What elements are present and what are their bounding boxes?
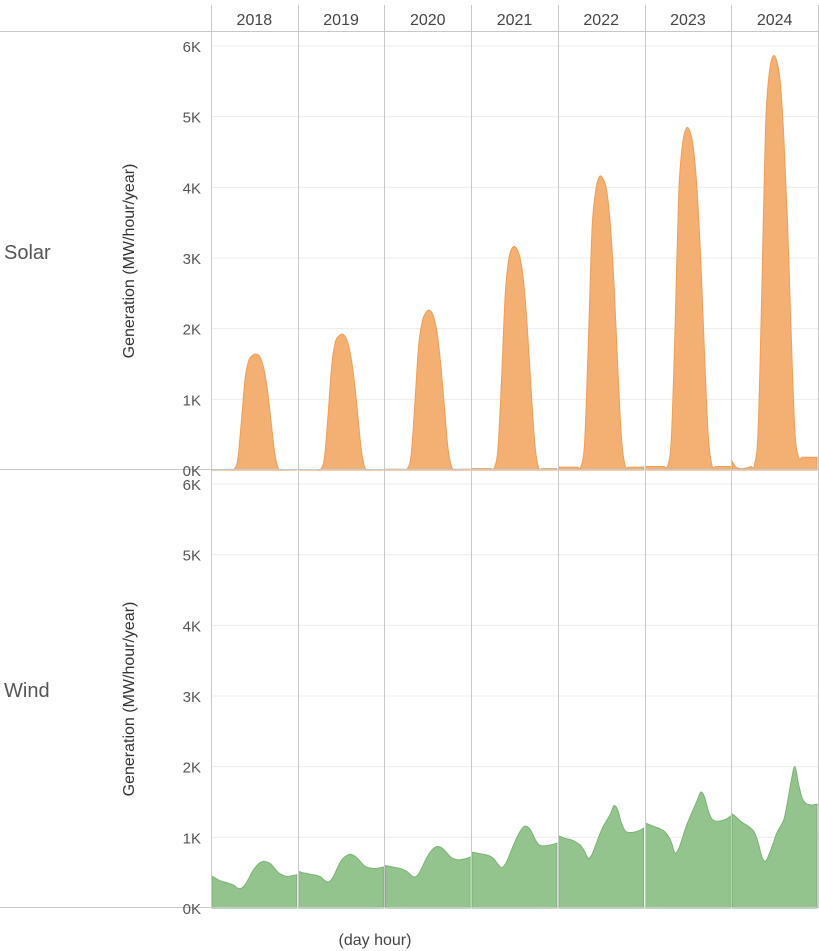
area-wind-2023 [645,791,731,909]
y-tick-label-wind: 0K [183,901,201,918]
y-tick-label-solar: 6K [183,39,201,56]
y-tick-label-wind: 4K [183,618,201,635]
y-tick-label-wind: 6K [183,477,201,494]
row-label-solar: Solar [4,242,51,264]
area-wind-2021 [471,825,558,909]
area-wind-2020 [384,845,471,909]
year-header-2019: 2019 [323,12,359,29]
y-tick-label-solar: 4K [183,180,201,197]
area-solar-2024 [731,55,818,471]
area-solar-2023 [645,126,731,471]
y-axis-title-wind: Generation (MW/hour/year) [121,602,138,797]
area-solar-2022 [558,175,645,471]
area-solar-2018 [212,353,297,471]
area-solar-2019 [298,333,384,471]
x-axis-title: (day hour) [339,932,412,949]
year-header-2023: 2023 [670,12,706,29]
year-header-2020: 2020 [410,12,446,29]
area-wind-2018 [211,860,298,909]
y-tick-label-wind: 1K [183,830,201,847]
grid-layer [211,45,818,838]
y-tick-label-solar: 0K [183,463,201,480]
area-wind-2024 [731,766,818,909]
y-tick-label-wind: 5K [183,548,201,565]
area-wind-2019 [298,853,384,909]
area-solar-2021 [471,245,558,471]
year-header-2024: 2024 [757,12,793,29]
y-tick-label-solar: 3K [183,251,201,268]
y-tick-label-wind: 3K [183,689,201,706]
area-wind-2022 [558,804,645,909]
area-layer [211,55,818,909]
y-tick-label-solar: 2K [183,322,201,339]
year-header-2018: 2018 [237,12,273,29]
text-layer: 2018 2019 2020 2021 2022 2023 2024 0K 1K 2K 3K 4K 5K… [4,12,793,949]
y-tick-label-solar: 1K [183,392,201,409]
row-label-wind: Wind [4,680,50,702]
year-header-2022: 2022 [583,12,619,29]
y-tick-label-solar: 5K [183,110,201,127]
area-solar-2020 [384,309,471,471]
y-axis-title-solar: Generation (MW/hour/year) [121,164,138,359]
y-tick-label-wind: 2K [183,760,201,777]
year-header-2021: 2021 [497,12,533,29]
